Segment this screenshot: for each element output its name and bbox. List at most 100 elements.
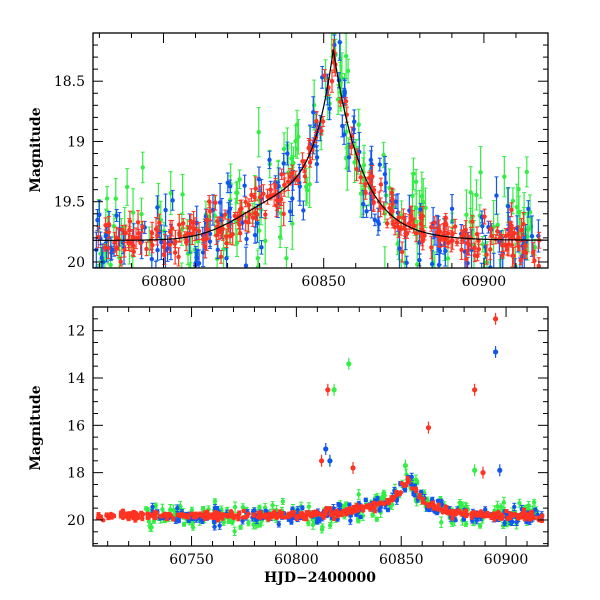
data-point (536, 233, 541, 239)
data-point (242, 183, 247, 188)
data-point (300, 505, 305, 511)
data-point (235, 190, 240, 195)
data-point (483, 507, 488, 512)
data-point (510, 198, 516, 204)
data-point (227, 234, 233, 239)
data-point (356, 518, 361, 524)
data-point (435, 498, 441, 504)
data-point (266, 517, 271, 523)
data-point (165, 246, 170, 251)
data-point (519, 227, 524, 233)
data-point (222, 212, 228, 217)
data-point (395, 241, 400, 246)
data-point (366, 175, 372, 181)
data-point (200, 506, 206, 511)
data-point (361, 162, 367, 168)
data-point (265, 194, 270, 199)
data-point (237, 177, 242, 182)
top-series-red (96, 39, 542, 268)
data-point (464, 256, 469, 262)
data-point (253, 186, 258, 191)
data-point (263, 508, 268, 514)
data-point (140, 224, 145, 230)
data-point (314, 118, 319, 124)
data-point (291, 160, 296, 166)
x-tick-label: 60800 (141, 274, 186, 290)
data-point (432, 220, 437, 225)
data-point (503, 233, 509, 239)
data-point (349, 144, 354, 150)
data-point (417, 257, 422, 263)
data-point (489, 233, 495, 239)
data-point (409, 474, 414, 480)
data-point (240, 504, 246, 510)
data-point (375, 219, 381, 224)
data-point (170, 198, 175, 203)
data-point (284, 256, 289, 261)
data-point (488, 247, 493, 252)
data-point (200, 237, 206, 242)
data-point (311, 102, 317, 108)
data-point (155, 233, 160, 238)
data-point (385, 507, 391, 513)
data-point (279, 172, 284, 177)
data-point (185, 231, 190, 237)
data-point (220, 226, 225, 231)
data-point (314, 161, 320, 167)
data-point (243, 199, 248, 205)
data-point (502, 520, 507, 526)
data-point (113, 196, 118, 201)
data-point (255, 514, 261, 520)
data-point (106, 221, 112, 227)
data-point (389, 190, 394, 196)
data-point (263, 238, 268, 244)
data-point (482, 214, 487, 219)
data-point (212, 524, 217, 529)
data-point (130, 235, 135, 240)
data-point (289, 519, 294, 525)
data-point (124, 184, 130, 190)
data-point (474, 518, 479, 523)
data-point (160, 507, 165, 512)
data-point (168, 190, 173, 196)
data-point (144, 506, 149, 511)
data-point (157, 220, 162, 226)
data-point (168, 229, 173, 235)
data-point (465, 241, 470, 246)
data-point (399, 249, 405, 255)
data-point (295, 507, 300, 512)
data-point (172, 241, 177, 246)
data-point (363, 190, 368, 196)
data-point (190, 231, 195, 237)
data-point (472, 253, 478, 258)
data-point (123, 230, 128, 236)
data-point (169, 226, 175, 231)
data-point (257, 228, 262, 233)
data-point (232, 504, 238, 510)
data-point (338, 55, 343, 61)
data-point (327, 523, 333, 528)
data-point (217, 523, 222, 528)
data-point (189, 507, 195, 513)
data-point (302, 174, 308, 179)
data-point (343, 501, 349, 506)
data-point (280, 499, 285, 504)
data-point (306, 504, 312, 509)
data-point (297, 184, 303, 189)
data-point (261, 191, 266, 196)
data-point (531, 500, 537, 505)
data-point (370, 174, 375, 179)
y-tick-label: 18.5 (54, 74, 85, 90)
data-point (114, 235, 119, 240)
data-point (383, 180, 389, 186)
data-point (397, 246, 402, 251)
data-point (494, 193, 499, 198)
top-panel: 60800 60850 60900 18.5 19 19.5 20 Magnitude (28, 32, 549, 290)
data-point (352, 119, 357, 124)
data-point (463, 521, 469, 527)
data-point (345, 165, 350, 171)
data-point (196, 228, 202, 234)
data-point (187, 225, 193, 230)
data-point (364, 209, 369, 214)
